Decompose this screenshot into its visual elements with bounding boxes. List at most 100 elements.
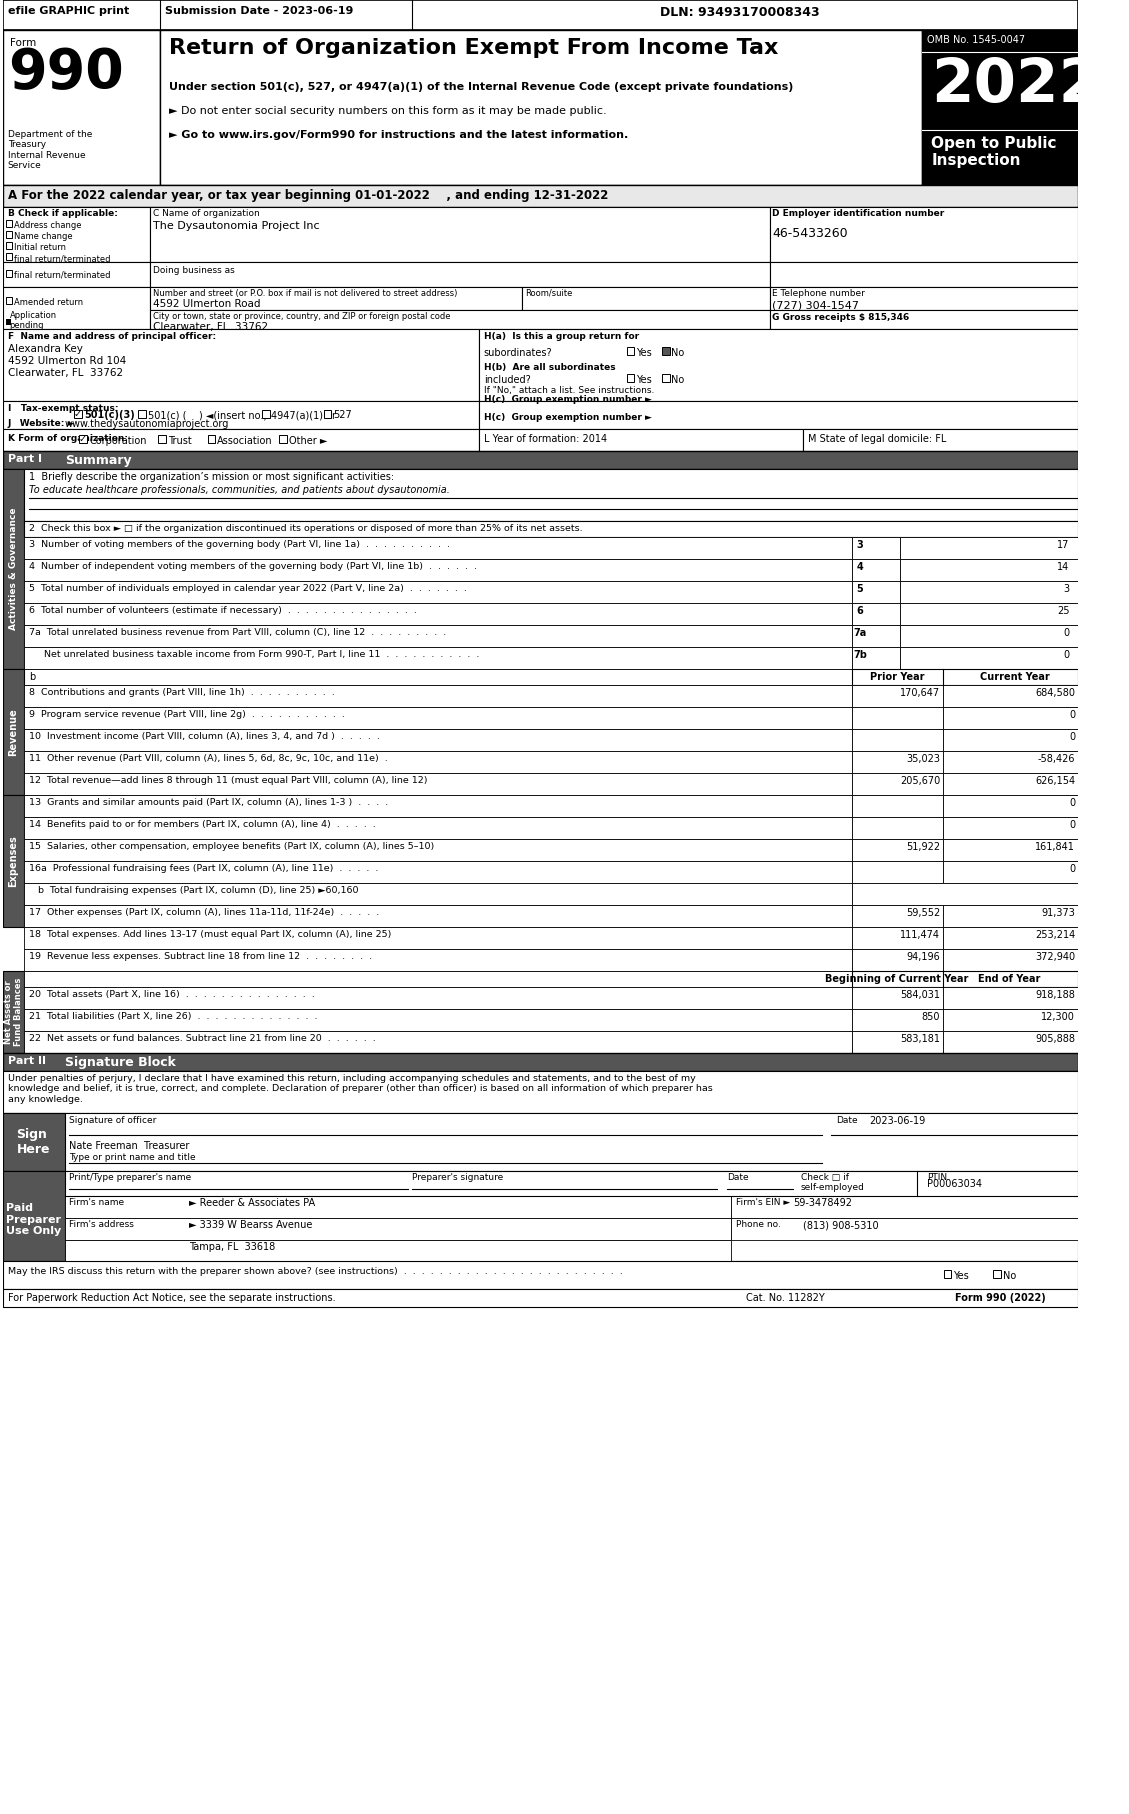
Text: b  Total fundraising expenses (Part IX, column (D), line 25) ►60,160: b Total fundraising expenses (Part IX, c… (29, 885, 359, 894)
Text: Net unrelated business taxable income from Form 990-T, Part I, line 11  .  .  . : Net unrelated business taxable income fr… (29, 649, 480, 658)
Bar (852, 1009, 943, 1030)
Bar (3, 1261, 1078, 1290)
Text: 0: 0 (1069, 709, 1075, 720)
Bar (3, 1172, 1078, 1261)
Bar (770, 287, 1078, 310)
Text: Nate Freeman  Treasurer: Nate Freeman Treasurer (70, 1141, 190, 1152)
Bar (852, 927, 943, 949)
Bar (24, 840, 852, 862)
Text: ✓: ✓ (79, 434, 87, 444)
Text: B Check if applicable:: B Check if applicable: (8, 209, 117, 218)
Text: Part II: Part II (8, 1056, 45, 1067)
Bar (79, 435, 87, 443)
Text: 1  Briefly describe the organization’s mission or most significant activities:: 1 Briefly describe the organization’s mi… (29, 472, 395, 483)
Text: Name change: Name change (15, 232, 73, 241)
Text: Form 990 (2022): Form 990 (2022) (955, 1293, 1045, 1302)
Text: Firm's EIN ►: Firm's EIN ► (736, 1197, 790, 1206)
Text: ► Reeder & Associates PA: ► Reeder & Associates PA (189, 1197, 315, 1208)
Text: Under penalties of perjury, I declare that I have examined this return, includin: Under penalties of perjury, I declare th… (8, 1074, 712, 1103)
Text: 3: 3 (1064, 584, 1069, 593)
Text: 0: 0 (1064, 649, 1069, 660)
Text: Amended return: Amended return (15, 297, 84, 307)
Bar (279, 435, 287, 443)
Text: M State of legal domicile: FL: M State of legal domicile: FL (807, 434, 946, 444)
Text: H(c)  Group exemption number ►: H(c) Group exemption number ► (484, 395, 651, 405)
Bar (852, 795, 943, 816)
Text: 0: 0 (1069, 820, 1075, 831)
Text: Type or print name and title: Type or print name and title (70, 1154, 196, 1163)
Bar (944, 1270, 952, 1279)
Text: Corporation: Corporation (89, 435, 147, 446)
Text: 501(c)(3): 501(c)(3) (84, 410, 134, 421)
Text: Print/Type preparer's name: Print/Type preparer's name (70, 1174, 192, 1183)
Text: 59,552: 59,552 (905, 909, 940, 918)
Text: 4: 4 (857, 562, 864, 571)
Text: 4592 Ulmerton Rd 104: 4592 Ulmerton Rd 104 (8, 356, 125, 366)
Bar (64, 1195, 732, 1217)
Bar (3, 31, 160, 185)
Bar (627, 374, 634, 383)
Bar (852, 626, 900, 648)
Text: Number and street (or P.O. box if mail is not delivered to street address): Number and street (or P.O. box if mail i… (154, 288, 457, 297)
Text: Submission Date - 2023-06-19: Submission Date - 2023-06-19 (165, 5, 353, 16)
Bar (852, 729, 943, 751)
Text: P00063034: P00063034 (927, 1179, 982, 1188)
Text: Phone no.: Phone no. (736, 1221, 781, 1230)
Text: ✓: ✓ (75, 408, 82, 419)
Bar (852, 602, 900, 626)
Bar (24, 707, 852, 729)
Bar (852, 905, 943, 927)
Text: subordinates?: subordinates? (484, 348, 552, 357)
Bar (24, 729, 852, 751)
Text: Sign
Here: Sign Here (17, 1128, 50, 1156)
Text: Tampa, FL  33618: Tampa, FL 33618 (189, 1243, 274, 1252)
Text: 501(c) (    ) ◄(insert no.): 501(c) ( ) ◄(insert no.) (148, 410, 266, 421)
Bar (24, 987, 852, 1009)
Text: 12,300: 12,300 (1041, 1012, 1075, 1021)
Bar (479, 428, 803, 452)
Bar (732, 1217, 1078, 1241)
Bar (852, 949, 943, 970)
Text: ► Go to www.irs.gov/Form990 for instructions and the latest information.: ► Go to www.irs.gov/Form990 for instruct… (169, 131, 629, 140)
Text: Paid
Preparer
Use Only: Paid Preparer Use Only (6, 1203, 61, 1235)
Text: Other ►: Other ► (289, 435, 327, 446)
Bar (3, 287, 150, 328)
Bar (803, 428, 1078, 452)
Text: No: No (672, 375, 684, 385)
Text: 161,841: 161,841 (1035, 842, 1075, 853)
Bar (150, 261, 770, 287)
Text: 18  Total expenses. Add lines 13-17 (must equal Part IX, column (A), line 25): 18 Total expenses. Add lines 13-17 (must… (29, 931, 392, 940)
Text: DLN: 93493170008343: DLN: 93493170008343 (660, 5, 820, 18)
Bar (900, 626, 1078, 648)
Text: 46-5433260: 46-5433260 (772, 227, 848, 239)
Bar (3, 401, 479, 428)
Bar (3, 1070, 1078, 1114)
Bar (324, 410, 332, 417)
Bar (900, 648, 1078, 669)
Text: 2023-06-19: 2023-06-19 (869, 1116, 926, 1126)
Bar (24, 1030, 852, 1052)
Text: Department of the
Treasury
Internal Revenue
Service: Department of the Treasury Internal Reve… (8, 131, 91, 171)
Text: OMB No. 1545-0047: OMB No. 1545-0047 (927, 34, 1025, 45)
Bar (24, 773, 852, 795)
Text: J   Website: ►: J Website: ► (8, 419, 75, 428)
Bar (662, 346, 669, 356)
Text: Clearwater, FL  33762: Clearwater, FL 33762 (8, 368, 123, 377)
Text: Trust: Trust (167, 435, 191, 446)
Text: 0: 0 (1064, 628, 1069, 639)
Text: No: No (1003, 1272, 1016, 1281)
Bar (24, 949, 852, 970)
Bar (852, 970, 1078, 987)
Text: H(b)  Are all subordinates: H(b) Are all subordinates (484, 363, 615, 372)
Text: 8  Contributions and grants (Part VIII, line 1h)  .  .  .  .  .  .  .  .  .  .: 8 Contributions and grants (Part VIII, l… (29, 688, 335, 697)
Text: Check □ if
self-employed: Check □ if self-employed (800, 1174, 865, 1192)
Bar (6, 230, 12, 238)
Bar (852, 987, 943, 1009)
Bar (3, 795, 24, 927)
Bar (943, 1009, 1078, 1030)
Bar (3, 669, 24, 795)
Bar (262, 410, 270, 417)
Bar (3, 328, 479, 401)
Text: Expenses: Expenses (8, 834, 18, 887)
Text: 990: 990 (9, 45, 124, 100)
